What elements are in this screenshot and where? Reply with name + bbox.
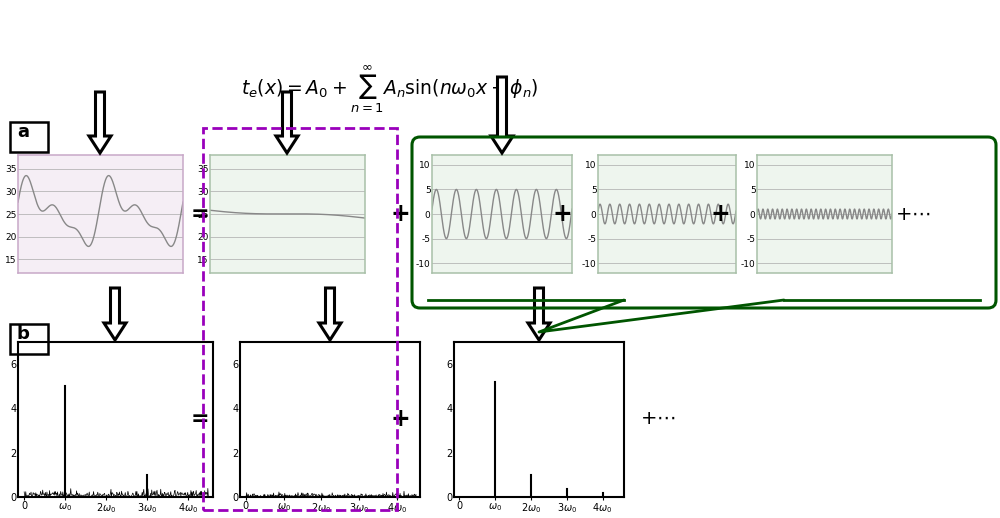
Text: $t_e(x) = A_0 + \sum_{n=1}^{\infty} A_n \sin(n\omega_0 x + \phi_n)$: $t_e(x) = A_0 + \sum_{n=1}^{\infty} A_n … — [241, 62, 539, 115]
Text: +: + — [552, 202, 572, 226]
Bar — [10, 324, 48, 354]
Text: =: = — [191, 409, 209, 429]
Polygon shape — [89, 92, 111, 153]
Polygon shape — [528, 288, 550, 340]
Text: +: + — [710, 202, 730, 226]
Text: $+\cdots$: $+\cdots$ — [640, 410, 676, 428]
Polygon shape — [319, 288, 341, 340]
Text: $+\cdots$: $+\cdots$ — [895, 205, 931, 223]
Text: +: + — [390, 202, 410, 226]
Polygon shape — [276, 92, 298, 153]
Polygon shape — [104, 288, 126, 340]
Bar — [203, 128, 397, 510]
Text: =: = — [191, 204, 209, 224]
Text: a: a — [17, 123, 29, 141]
Bar — [10, 122, 48, 152]
Text: +: + — [390, 407, 410, 431]
Polygon shape — [491, 77, 513, 153]
Text: b: b — [17, 325, 30, 343]
